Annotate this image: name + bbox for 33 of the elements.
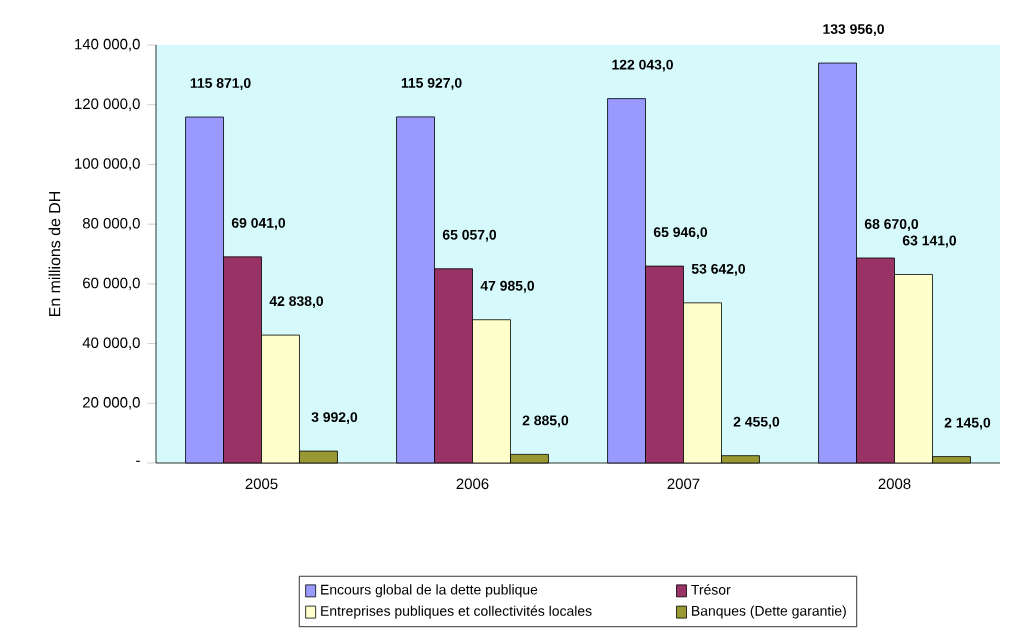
data-label: 3 992,0	[311, 412, 358, 425]
data-label: 115 927,0	[401, 77, 462, 90]
legend-label: Banques (Dette garantie)	[692, 605, 846, 619]
data-label: 63 141,0	[902, 235, 957, 248]
data-label: 65 946,0	[653, 227, 708, 240]
x-tick-label: 2007	[667, 478, 700, 490]
data-label: 133 956,0	[823, 24, 884, 36]
y-tick-label: 40 000,0	[82, 337, 140, 350]
x-tick-label: 2005	[245, 478, 278, 490]
y-tick-label: 60 000,0	[83, 277, 140, 291]
y-tick-label: 80 000,0	[82, 217, 140, 231]
y-tick-label: 140 000,0	[75, 38, 140, 52]
y-axis-title: En millions de DH	[48, 191, 61, 317]
data-label: 2 455,0	[733, 416, 780, 429]
legend-label: Entreprises publiques et collectivités locales	[321, 605, 592, 619]
data-label: 2 885,0	[522, 415, 569, 428]
legend-label: Encours global de la dette publique	[321, 584, 538, 598]
legend-label: Trésor	[691, 584, 731, 595]
data-label: 42 838,0	[269, 296, 324, 309]
data-label: 2 145,0	[944, 417, 991, 430]
data-label: 65 057,0	[442, 229, 497, 242]
data-label: 53 642,0	[691, 263, 746, 276]
data-label: 68 670,0	[864, 219, 919, 231]
y-tick-label: -	[136, 460, 140, 462]
x-tick-label: 2008	[878, 478, 911, 490]
y-tick-label: 120 000,0	[75, 98, 140, 111]
y-tick-label: 20 000,0	[83, 397, 140, 410]
data-label: 122 043,0	[612, 59, 673, 72]
x-tick-label: 2006	[456, 478, 489, 490]
data-label: 115 871,0	[190, 78, 251, 90]
data-label: 69 041,0	[231, 217, 286, 230]
data-label: 47 985,0	[480, 280, 535, 293]
y-tick-label: 100 000,0	[75, 158, 140, 171]
